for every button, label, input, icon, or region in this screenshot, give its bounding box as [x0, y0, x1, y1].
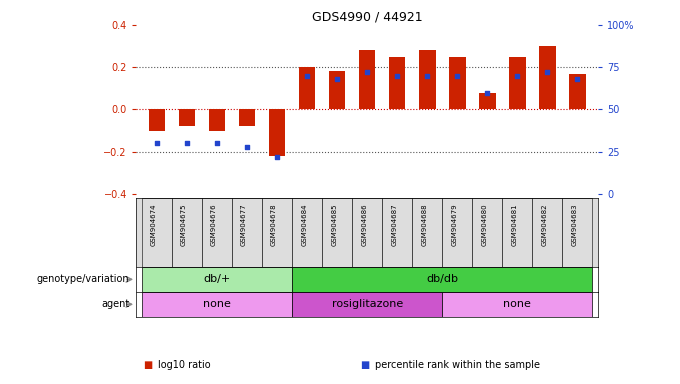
Bar: [299, 67, 316, 109]
Bar: [442, 198, 473, 267]
Bar: [473, 198, 503, 267]
Text: GSM904675: GSM904675: [181, 203, 187, 246]
Bar: [179, 109, 195, 126]
Bar: [329, 71, 345, 109]
Bar: [142, 267, 292, 292]
Bar: [292, 198, 322, 267]
Text: db/+: db/+: [203, 274, 231, 285]
Point: [332, 76, 343, 82]
Text: db/db: db/db: [426, 274, 458, 285]
Text: log10 ratio: log10 ratio: [158, 360, 210, 370]
Text: GSM904683: GSM904683: [571, 203, 577, 246]
Bar: [292, 267, 592, 292]
Bar: [262, 198, 292, 267]
Point: [211, 140, 222, 146]
Bar: [142, 198, 172, 267]
Text: genotype/variation: genotype/variation: [37, 274, 129, 285]
Title: GDS4990 / 44921: GDS4990 / 44921: [312, 11, 422, 24]
Bar: [172, 198, 202, 267]
Point: [512, 73, 523, 79]
Text: GSM904684: GSM904684: [301, 203, 307, 246]
Bar: [449, 56, 466, 109]
Point: [482, 89, 493, 96]
Text: none: none: [203, 299, 231, 310]
Point: [241, 144, 252, 150]
Bar: [359, 50, 375, 109]
Text: GSM904686: GSM904686: [361, 203, 367, 246]
Text: GSM904685: GSM904685: [331, 203, 337, 246]
Point: [422, 73, 432, 79]
Point: [272, 154, 283, 160]
Text: GSM904674: GSM904674: [151, 203, 157, 246]
Bar: [509, 56, 526, 109]
Text: GSM904678: GSM904678: [271, 203, 277, 246]
Bar: [539, 46, 556, 109]
Text: ■: ■: [360, 360, 370, 370]
Point: [452, 73, 462, 79]
Bar: [202, 198, 232, 267]
Bar: [352, 198, 382, 267]
Text: GSM904682: GSM904682: [541, 203, 547, 246]
Bar: [382, 198, 412, 267]
Text: agent: agent: [101, 299, 129, 310]
Bar: [569, 74, 585, 109]
Bar: [269, 109, 286, 156]
Bar: [209, 109, 225, 131]
Point: [572, 76, 583, 82]
Bar: [503, 198, 532, 267]
Point: [542, 69, 553, 75]
Bar: [239, 109, 256, 126]
Text: GSM904676: GSM904676: [211, 203, 217, 246]
Bar: [322, 198, 352, 267]
Bar: [479, 93, 496, 109]
Bar: [532, 198, 562, 267]
Text: GSM904681: GSM904681: [511, 203, 517, 246]
Text: GSM904680: GSM904680: [481, 203, 488, 246]
Text: ■: ■: [143, 360, 152, 370]
Text: GSM904679: GSM904679: [452, 203, 457, 246]
Bar: [142, 292, 292, 317]
Point: [302, 73, 313, 79]
Bar: [149, 109, 165, 131]
Point: [362, 69, 373, 75]
Text: GSM904687: GSM904687: [391, 203, 397, 246]
Text: GSM904677: GSM904677: [241, 203, 247, 246]
Bar: [412, 198, 442, 267]
Point: [392, 73, 403, 79]
Bar: [232, 198, 262, 267]
Text: none: none: [503, 299, 531, 310]
Point: [182, 140, 192, 146]
Bar: [442, 292, 592, 317]
Bar: [292, 292, 442, 317]
Text: rosiglitazone: rosiglitazone: [332, 299, 403, 310]
Point: [152, 140, 163, 146]
Bar: [562, 198, 592, 267]
Bar: [419, 50, 435, 109]
Bar: [389, 56, 405, 109]
Text: percentile rank within the sample: percentile rank within the sample: [375, 360, 541, 370]
Text: GSM904688: GSM904688: [421, 203, 427, 246]
